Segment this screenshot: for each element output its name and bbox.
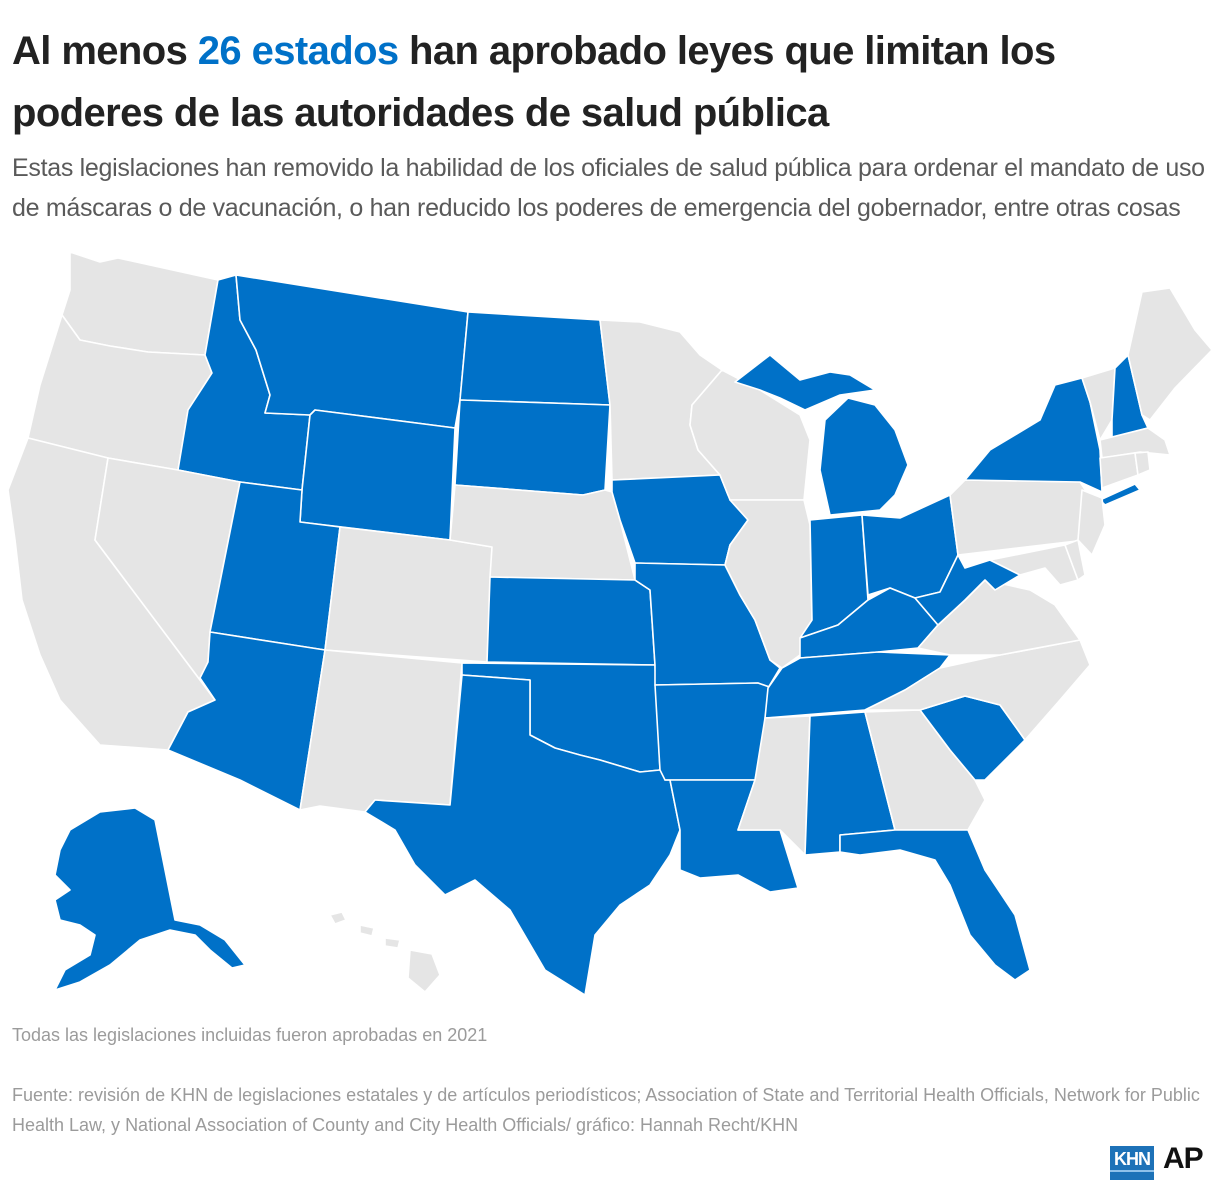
state-WY: [299, 409, 456, 541]
state-VT: [1081, 367, 1116, 441]
title-part-2: han aprobado leyes que limitan los poder…: [12, 29, 1056, 135]
chart-title: Al menos 26 estados han aprobado leyes q…: [12, 20, 1208, 144]
state-NM: [299, 649, 463, 813]
state-ME: [1127, 287, 1213, 421]
state-NY: [964, 377, 1103, 493]
state-MT: [235, 274, 469, 429]
state-ND: [459, 311, 611, 406]
source-credit: Fuente: revisión de KHN de legislaciones…: [12, 1085, 1200, 1135]
state-RI: [1134, 451, 1151, 476]
us-map: [7, 251, 1213, 996]
state-KS: [486, 576, 656, 666]
state-NE: [449, 484, 636, 581]
state-MI: [819, 397, 909, 516]
state-CO: [324, 526, 493, 663]
state-HI: [329, 911, 441, 993]
khn-logo-underline: [1110, 1170, 1154, 1176]
state-MI-upper: [734, 354, 876, 411]
khn-logo-text: KHN: [1114, 1149, 1151, 1169]
ap-logo: AP: [1163, 1142, 1204, 1175]
title-highlight: 26 estados: [197, 29, 399, 73]
state-SD: [454, 399, 611, 496]
state-TX: [364, 674, 681, 996]
state-WA: [61, 251, 219, 356]
state-NJ: [1077, 489, 1106, 556]
title-part-1: Al menos: [12, 29, 198, 73]
footer-note: Todas las legislaciones incluidas fueron…: [12, 1025, 488, 1045]
state-FL: [839, 829, 1031, 981]
state-AK: [54, 807, 246, 991]
state-DE: [1064, 539, 1086, 581]
chart-subtitle: Estas legislaciones han removido la habi…: [12, 154, 1205, 222]
khn-logo: KHN: [1110, 1146, 1154, 1180]
state-CT: [1099, 452, 1139, 489]
state-NC: [864, 639, 1091, 741]
